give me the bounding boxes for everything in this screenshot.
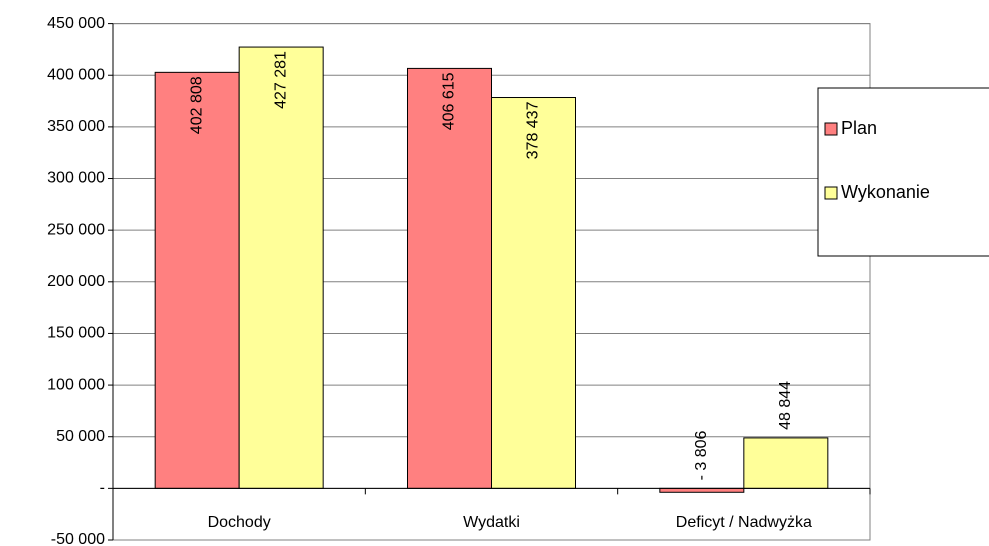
bar [238,46,324,489]
legend-swatch [824,186,838,200]
x-tick-label: Wydatki [463,514,520,531]
legend-label: Plan [841,118,877,138]
value-label: 378 437 [525,101,542,159]
legend-swatch [824,122,838,136]
y-tick-label: 300 000 [47,170,105,187]
y-tick-label: 450 000 [47,15,105,32]
legend-label: Wykonanie [841,182,930,202]
value-label: 406 615 [441,72,458,130]
bar [659,487,745,493]
x-tick-label: Deficyt / Nadwyżka [676,514,812,531]
legend [817,87,989,257]
value-label: 427 281 [272,51,289,109]
y-tick-label: 50 000 [56,428,105,445]
y-tick-label: 200 000 [47,273,105,290]
y-tick-label: -50 000 [51,531,105,546]
y-tick-label: 100 000 [47,376,105,393]
value-label: 402 808 [188,76,205,134]
y-tick-label: - [100,480,105,497]
value-label: - 3 806 [693,430,710,480]
bar [154,71,240,489]
y-tick-label: 250 000 [47,221,105,238]
y-tick-label: 150 000 [47,325,105,342]
y-tick-label: 400 000 [47,66,105,83]
bar [743,437,829,489]
bar [491,97,576,489]
value-label: 48 844 [777,381,794,430]
x-tick-label: Dochody [208,514,271,531]
bar [407,67,492,489]
y-tick-label: 350 000 [47,118,105,135]
